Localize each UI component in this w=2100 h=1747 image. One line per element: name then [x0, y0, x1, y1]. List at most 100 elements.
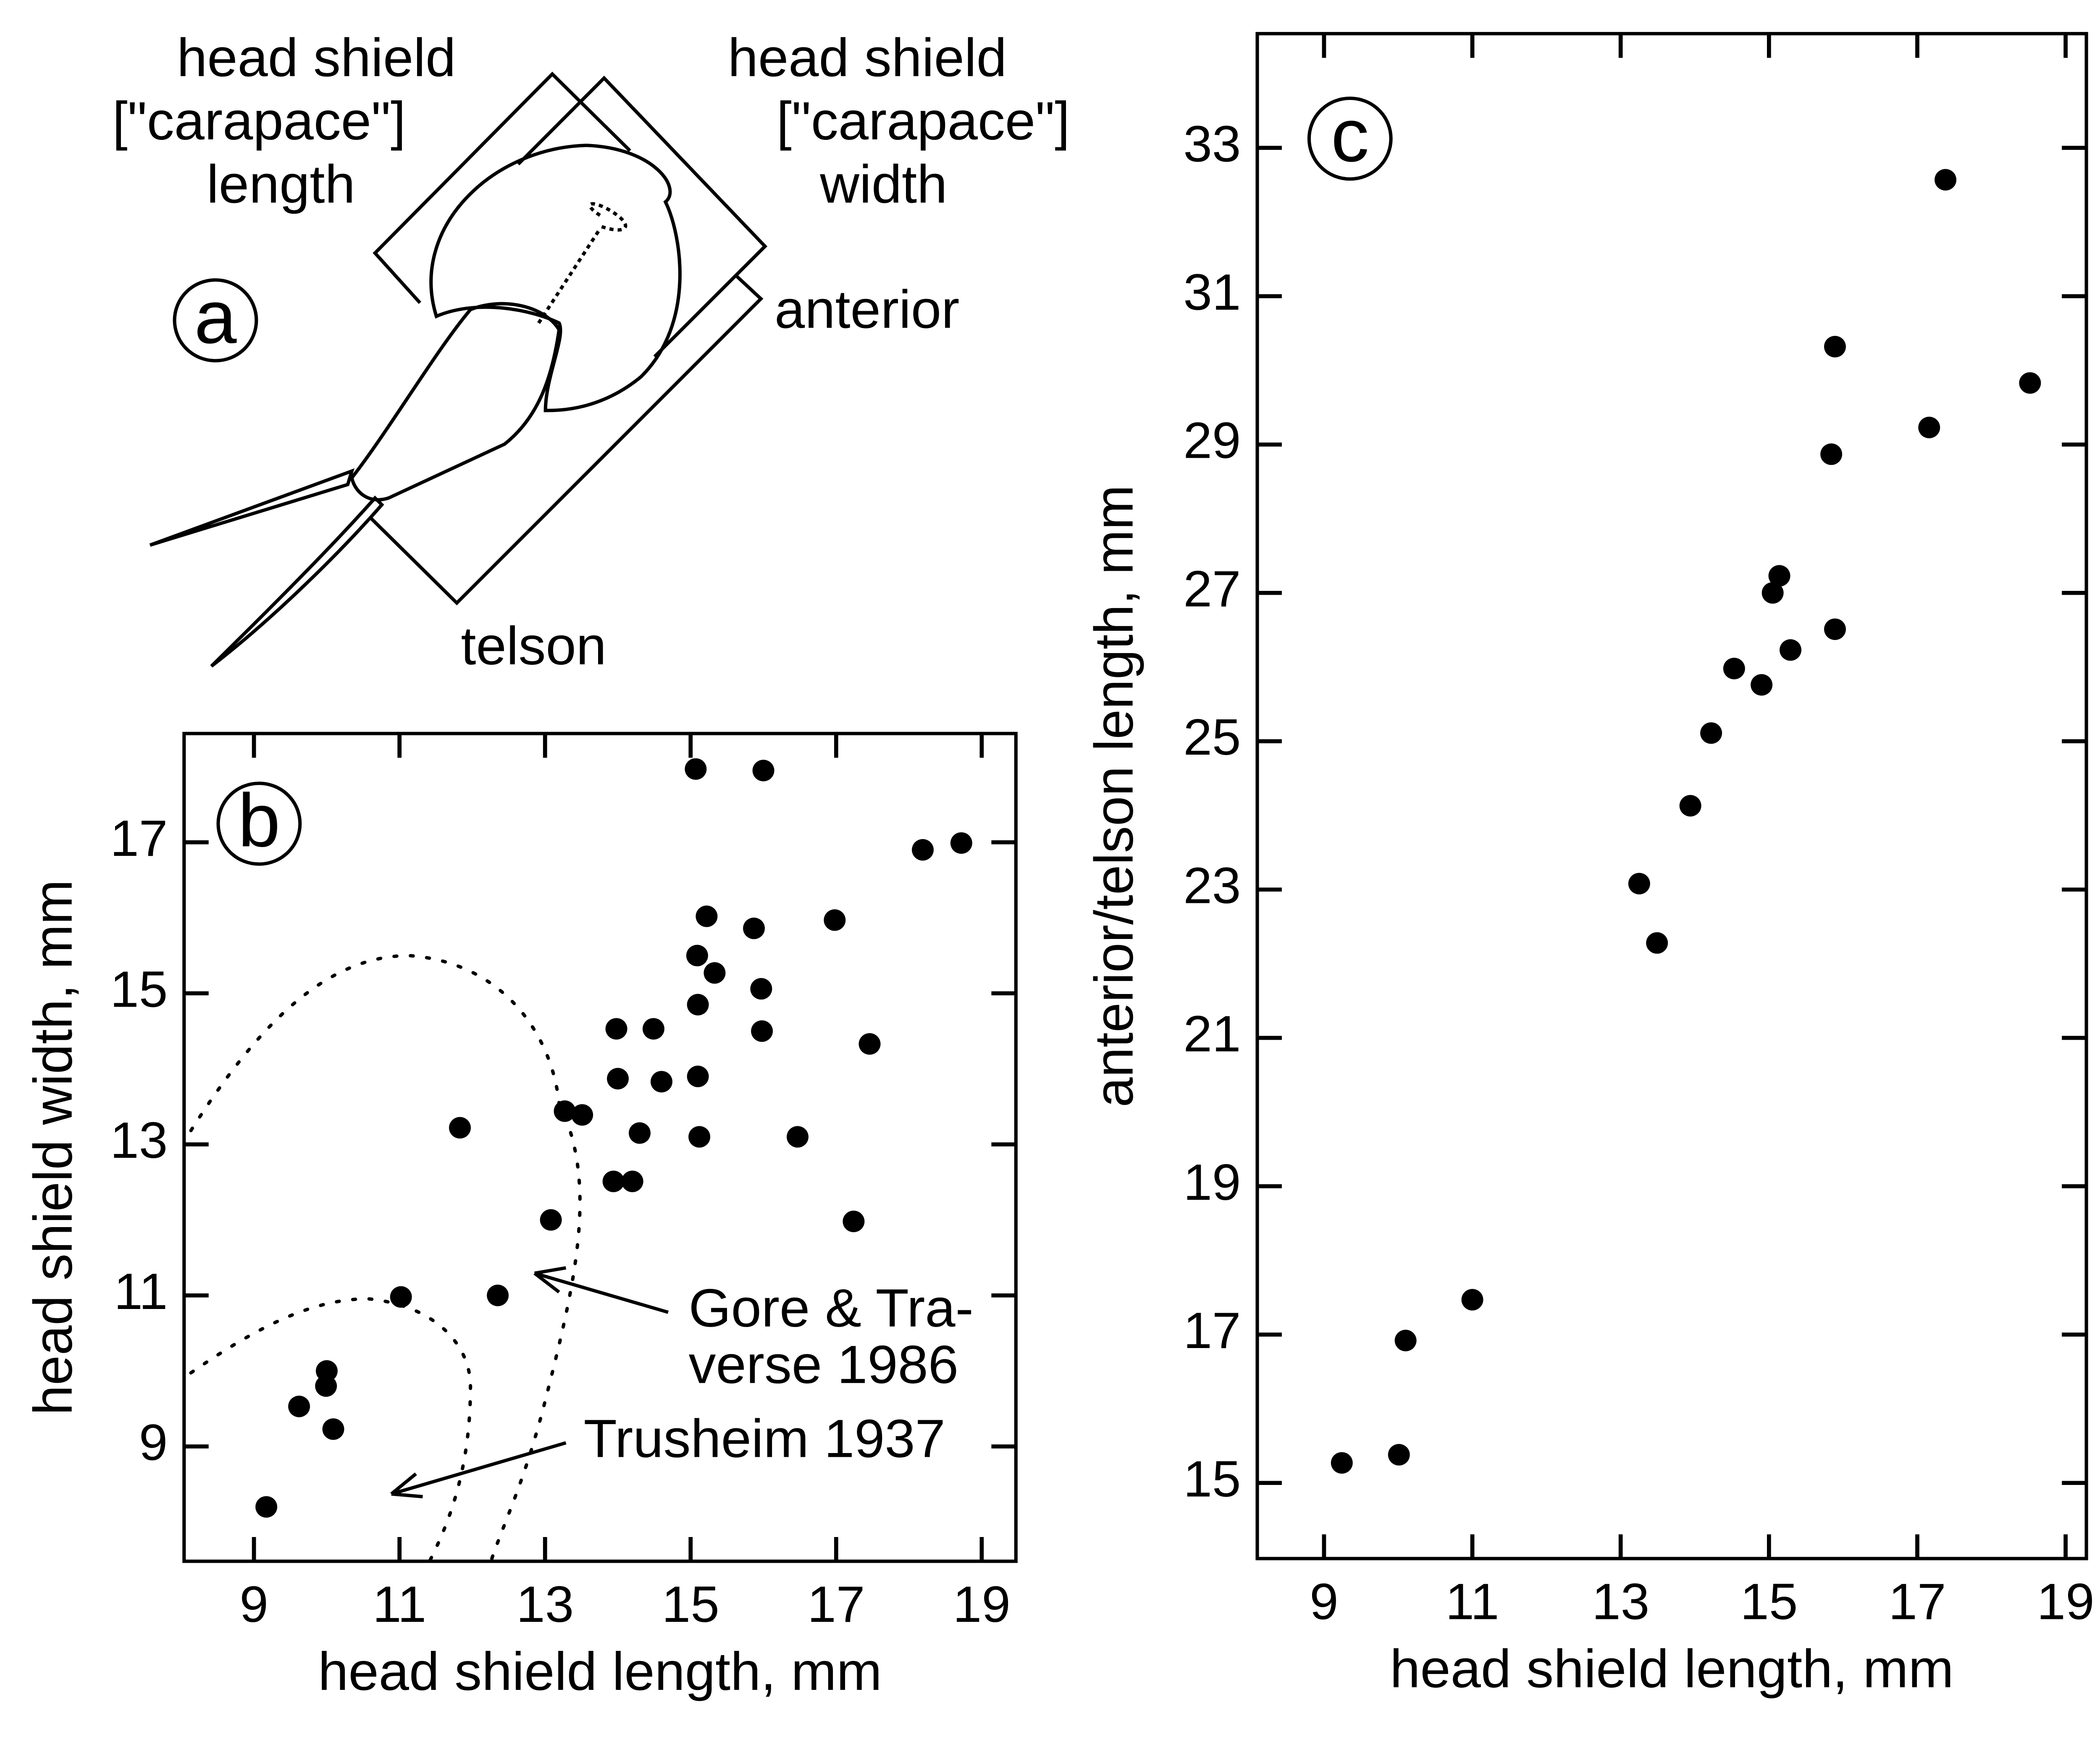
panel-label: b: [238, 778, 280, 863]
length-bracket: [373, 71, 631, 304]
y-tick-label: 25: [1183, 708, 1241, 766]
point: [704, 962, 726, 984]
point: [1918, 417, 1940, 438]
anterior-label: anterior: [774, 279, 959, 339]
point: [1824, 618, 1846, 640]
x-axis-label: head shield length, mm: [1390, 1639, 1954, 1699]
x-tick-label: 13: [1592, 1573, 1649, 1630]
point: [554, 1100, 576, 1122]
point: [843, 1210, 865, 1233]
x-tick-label: 17: [807, 1576, 865, 1633]
width-label: width: [819, 154, 947, 214]
x-tick-label: 9: [1310, 1573, 1339, 1630]
point: [1461, 1289, 1483, 1311]
annotation: verse 1986: [689, 1335, 958, 1395]
panel-label: a: [194, 275, 237, 359]
point: [1388, 1444, 1410, 1466]
point: [950, 832, 972, 854]
x-tick-label: 9: [239, 1576, 268, 1633]
length-label: length: [207, 154, 355, 214]
annotation: Trusheim 1937: [584, 1409, 945, 1469]
point: [255, 1496, 278, 1518]
x-tick-label: 17: [1888, 1573, 1946, 1630]
point: [315, 1360, 338, 1382]
point: [607, 1068, 629, 1090]
point: [642, 1018, 664, 1040]
point: [487, 1285, 509, 1306]
y-tick-label: 15: [1183, 1450, 1241, 1507]
point: [1751, 674, 1773, 696]
telson-spines: [149, 468, 384, 668]
point: [571, 1104, 593, 1126]
chart-panel: 9 11 13 15 17 19 15 17 19 21 23 25 27 29 31 33 head shie…: [1084, 32, 2095, 1699]
y-tick-label: 9: [139, 1414, 168, 1471]
y-tick-label: 19: [1183, 1154, 1241, 1211]
diagram-panel: head shield ["carapace"] length head shi…: [113, 28, 1070, 676]
x-tick-label: 15: [662, 1576, 719, 1633]
y-tick-label: 23: [1183, 857, 1241, 914]
plot-frame: [182, 732, 1018, 1563]
arrow: [390, 1441, 567, 1498]
plot-frame: [1255, 32, 2088, 1561]
width-label: ["carapace"]: [777, 91, 1070, 151]
point: [1628, 873, 1650, 894]
y-tick-label: 31: [1183, 263, 1241, 320]
point: [787, 1126, 808, 1148]
point: [1646, 932, 1668, 954]
panel-label: c: [1331, 93, 1369, 178]
point: [1331, 1452, 1353, 1474]
x-tick-label: 19: [953, 1576, 1011, 1633]
length-label: ["carapace"]: [113, 91, 406, 151]
chart-panel: 9 11 13 15 17 19 9 11 13 15 17 head shield length, …: [23, 732, 1018, 1702]
point: [1780, 639, 1802, 661]
point: [751, 1020, 773, 1042]
point: [687, 1065, 709, 1087]
abdomen: [350, 302, 561, 502]
point: [750, 978, 772, 1000]
point: [1768, 565, 1790, 587]
point: [824, 909, 846, 931]
point: [651, 1071, 672, 1093]
point: [322, 1418, 344, 1440]
y-tick-label: 27: [1183, 560, 1241, 617]
point: [752, 760, 774, 782]
y-tick-label: 15: [110, 960, 168, 1018]
point: [2019, 372, 2041, 394]
point: [1820, 443, 1843, 465]
x-tick-label: 11: [1446, 1573, 1499, 1630]
point: [449, 1117, 471, 1139]
x-axis-label: head shield length, mm: [318, 1642, 882, 1702]
y-tick-label: 29: [1183, 412, 1241, 469]
point: [629, 1122, 651, 1144]
arrow: [533, 1266, 669, 1314]
y-tick-label: 13: [110, 1112, 168, 1169]
point: [288, 1396, 310, 1417]
annotation: Gore & Tra-: [689, 1278, 974, 1338]
eye-stalk: [537, 202, 627, 324]
point: [696, 905, 718, 927]
telson-label: telson: [461, 616, 606, 676]
point: [1824, 336, 1846, 358]
point: [912, 839, 934, 861]
point: [687, 994, 709, 1015]
region-outline: [189, 954, 582, 1563]
y-tick-label: 17: [1183, 1302, 1241, 1359]
point: [743, 918, 765, 939]
length-label: head shield: [177, 28, 456, 88]
y-axis-label: head shield width, mm: [23, 880, 84, 1415]
point: [686, 944, 708, 967]
point: [1935, 169, 1957, 191]
point: [390, 1286, 412, 1308]
x-tick-label: 11: [373, 1576, 426, 1633]
body-box: [370, 275, 764, 606]
x-tick-label: 15: [1740, 1573, 1798, 1630]
panel-badge: [216, 782, 302, 866]
point: [540, 1209, 562, 1231]
point: [1700, 722, 1722, 744]
y-tick-label: 21: [1183, 1005, 1241, 1062]
point: [685, 758, 707, 780]
width-label: head shield: [728, 28, 1007, 88]
x-tick-label: 19: [2037, 1573, 2095, 1630]
